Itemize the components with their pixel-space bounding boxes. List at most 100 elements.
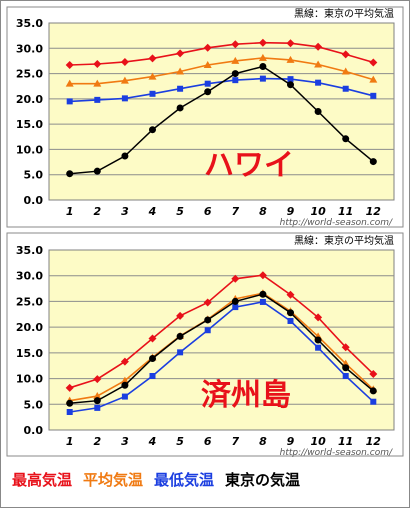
chart-title: ハワイ: [204, 148, 294, 183]
point-min: [94, 404, 101, 411]
point-max: [148, 54, 157, 63]
x-tick-label: 1: [66, 205, 74, 218]
legend-note: 黒線：東京の平均気温: [294, 7, 394, 20]
point-max: [120, 57, 129, 66]
legend-item-min: 最低気温: [154, 471, 215, 489]
point-avg: [314, 60, 323, 68]
point-avg: [341, 67, 350, 75]
point-max: [286, 290, 295, 299]
point-tokyo: [121, 381, 129, 389]
chart-1: 0.05.010.015.020.025.030.035.01 2 3 4 5 6 7 8 9 1…: [6, 6, 404, 228]
y-tick-label: 35.0: [16, 17, 43, 30]
point-tokyo: [259, 290, 267, 298]
y-tick-label: 5.0: [24, 169, 44, 182]
point-min: [287, 76, 294, 83]
point-min: [66, 98, 73, 105]
x-tick-label: 10: [310, 205, 326, 218]
point-tokyo: [287, 81, 294, 89]
point-min: [342, 373, 349, 379]
point-max: [258, 38, 267, 47]
x-tick-label: 8: [259, 435, 267, 448]
point-max: [314, 42, 323, 51]
point-avg: [369, 75, 378, 83]
point-tokyo: [204, 88, 212, 96]
x-tick-label: 2: [93, 435, 101, 448]
x-tick-label: 3: [121, 435, 129, 448]
point-min: [66, 409, 73, 415]
x-tick-label: 5: [176, 435, 184, 448]
series-max: [65, 38, 378, 69]
y-tick-label: 30.0: [16, 42, 43, 55]
point-max: [231, 40, 240, 49]
point-min: [121, 95, 128, 102]
y-tick-label: 10.0: [16, 373, 43, 386]
point-tokyo: [93, 167, 101, 175]
legend-item-avg: 平均気温: [83, 471, 144, 489]
point-min: [370, 398, 377, 405]
point-max: [93, 375, 102, 384]
point-tokyo: [93, 397, 101, 405]
point-min: [177, 85, 184, 92]
point-min: [287, 317, 294, 324]
y-tick-label: 15.0: [16, 347, 43, 360]
y-tick-label: 30.0: [16, 270, 43, 283]
point-tokyo: [176, 332, 184, 340]
point-avg: [286, 55, 295, 63]
point-avg: [148, 72, 157, 80]
point-tokyo: [176, 104, 184, 112]
x-tick-label: 10: [310, 435, 326, 448]
x-tick-label: 12: [366, 205, 382, 218]
point-max: [120, 357, 129, 366]
x-tick-label: 9: [287, 435, 295, 448]
legend-item-tokyo: 東京の気温: [225, 471, 301, 489]
point-tokyo: [259, 62, 267, 70]
point-min: [204, 327, 211, 334]
point-tokyo: [342, 364, 350, 372]
point-min: [315, 344, 322, 351]
series-tokyo: [66, 290, 377, 407]
point-tokyo: [121, 152, 129, 160]
point-min: [149, 373, 156, 379]
point-tokyo: [231, 297, 239, 305]
point-max: [148, 334, 157, 343]
x-tick-label: 12: [366, 435, 382, 448]
point-max: [286, 39, 295, 48]
series-avg: [65, 53, 378, 87]
y-tick-label: 10.0: [16, 143, 43, 156]
point-min: [232, 77, 239, 84]
series-line-max: [69, 274, 374, 389]
y-tick-label: 15.0: [16, 118, 43, 131]
y-tick-label: 20.0: [16, 321, 43, 334]
x-tick-label: 8: [259, 205, 267, 218]
point-tokyo: [149, 126, 156, 134]
point-min: [370, 92, 377, 99]
legend-item-max: 最高気温: [12, 471, 73, 489]
x-tick-label: 3: [121, 205, 129, 218]
y-tick-label: 25.0: [16, 68, 43, 81]
y-tick-label: 35.0: [16, 244, 43, 257]
y-tick-label: 25.0: [16, 295, 43, 308]
x-tick-label: 7: [231, 205, 239, 218]
series-tokyo: [66, 62, 377, 178]
point-max: [176, 49, 185, 58]
point-min: [342, 85, 349, 92]
legend: 最高気温 平均気温 最低気温 東京の気温: [12, 468, 402, 492]
x-tick-label: 2: [93, 205, 101, 218]
x-tick-label: 7: [231, 435, 239, 448]
point-avg: [176, 67, 185, 75]
point-avg: [120, 376, 129, 384]
point-tokyo: [287, 309, 294, 317]
y-tick-label: 20.0: [16, 93, 43, 106]
x-tick-label: 1: [66, 435, 74, 448]
x-tick-label: 6: [204, 205, 212, 218]
point-max: [258, 271, 267, 280]
point-min: [121, 393, 128, 400]
x-tick-label: 4: [148, 205, 157, 218]
point-tokyo: [231, 70, 239, 78]
x-tick-label: 5: [176, 205, 184, 218]
x-tick-label: 11: [338, 435, 353, 448]
point-avg: [93, 392, 102, 400]
point-avg: [65, 79, 74, 87]
point-min: [259, 298, 266, 305]
point-min: [232, 304, 239, 311]
